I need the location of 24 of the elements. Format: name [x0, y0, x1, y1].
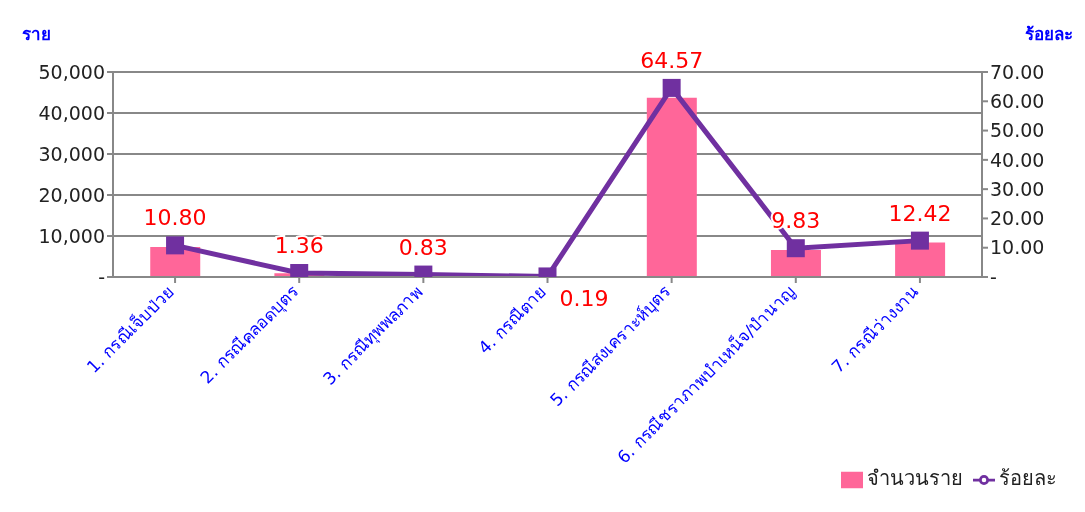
y-axis-title: ราย — [22, 23, 51, 46]
bar — [646, 97, 697, 277]
y2-tick-label: 20.00 — [990, 207, 1045, 230]
y2-tick-label: 50.00 — [990, 119, 1045, 142]
data-label: 1.36 — [274, 233, 324, 259]
y2-tick-label: 70.00 — [990, 60, 1045, 83]
y2-tick-label: 40.00 — [990, 148, 1045, 171]
data-label: 10.80 — [143, 205, 207, 231]
data-label: 0.83 — [398, 234, 448, 260]
data-label: 12.42 — [888, 200, 952, 226]
y-tick-label: 50,000 — [38, 60, 105, 83]
y-tick-label: 20,000 — [38, 183, 105, 206]
y-tick-label: 30,000 — [38, 142, 105, 165]
y2-tick-label: 60.00 — [990, 90, 1045, 113]
legend-label: จำนวนราย — [867, 466, 963, 490]
y2-tick-label: - — [990, 265, 997, 288]
y2-tick-label: 30.00 — [990, 177, 1045, 200]
y-tick-label: - — [98, 265, 105, 288]
y2-tick-label: 10.00 — [990, 236, 1045, 259]
legend-label: ร้อยละ — [999, 466, 1057, 490]
y-tick-label: 10,000 — [38, 224, 105, 247]
data-label: 64.57 — [640, 47, 704, 73]
y-tick-label: 40,000 — [38, 101, 105, 124]
y2-axis-title: ร้อยละ — [1025, 23, 1073, 46]
